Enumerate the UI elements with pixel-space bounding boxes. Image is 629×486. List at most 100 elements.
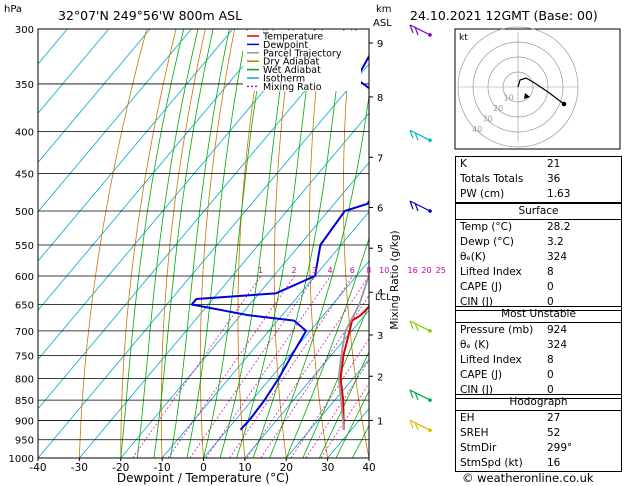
isotherm-line [244,309,369,458]
x-tick-label: -20 [112,462,129,474]
hodograph-ring-label: 40 [472,125,482,134]
isotherm-line [38,63,369,458]
pressure-tick-label: 700 [15,327,34,338]
x-tick-label: -40 [29,462,46,474]
wet-adiabat-line [302,303,369,458]
lcl-label: LCL [375,293,391,303]
isotherm-line [203,260,369,458]
wind-barb-dot [428,209,432,213]
isotherm-line [38,29,151,164]
wind-barb-feather [414,422,419,431]
mixing-ratio-line [246,275,369,458]
wind-barb-icon [409,419,431,431]
wind-barb-feather [409,320,414,330]
dry-adiabat-line [408,29,452,458]
dry-adiabat-line [308,29,328,458]
isotherm-line [38,29,192,213]
hodograph-table: Hodograph EH 27 SREH 52 StmDir 299° StmSpd … [455,394,622,472]
wind-barb-icon [409,129,431,141]
mixing-ratio-line [290,338,369,458]
index-row-pw: PW (cm) 1.63 [460,188,571,200]
wet-adiabat-line [319,350,369,458]
mixing-ratio-tick-label: 8 [366,266,371,275]
pressure-tick-label: 400 [15,128,34,139]
wind-barb-feather [414,132,419,141]
temperature-line [339,305,369,430]
pressure-tick-label: 900 [15,416,34,427]
pressure-tick-label: 300 [15,25,34,36]
index-row-totals: Totals Totals 36 [460,173,561,185]
mixing-ratio-tick-label: 20 [421,266,431,275]
wind-barb-dot [428,33,432,37]
x-tick-label: 10 [238,462,251,474]
legend-item: Isotherm [263,74,305,85]
wind-barb-icon [409,200,431,212]
location-title: 32°07'N 249°56'W 800m ASL [58,8,242,23]
mixing-ratio-line [320,382,369,458]
legend-item: Mixing Ratio [263,82,322,93]
pressure-tick-label: 550 [15,241,34,252]
mixing-ratio-tick-label: 6 [350,266,355,275]
pressure-tick-label: 1000 [9,454,34,465]
wind-barb-feather [409,200,414,210]
mixing-ratio-line [189,275,316,458]
isotherm-line [38,29,275,311]
hodograph-ring-label: 20 [493,104,503,113]
dry-adiabat-line [273,29,294,458]
hodograph-point [561,101,567,107]
wind-barb-icon [409,320,431,332]
wind-barb-feather [409,130,414,139]
isotherm-line [38,29,110,114]
wind-barb-feather [414,26,419,36]
wet-adiabat-line [153,29,214,458]
wet-adiabat-line [136,29,199,458]
isotherm-line [120,161,369,458]
hpa-label: hPa [4,4,22,15]
wind-barb-icon [409,24,431,36]
dry-adiabat-line [120,29,177,458]
legend-item: Parcel Trajectory [263,48,342,59]
legend-item: Dewpoint [263,40,308,51]
storm-motion-marker [524,93,530,99]
isotherm-line [285,358,369,458]
wind-barb-feather [414,202,419,212]
wind-barb-feather [409,389,414,399]
x-tick-label: 30 [321,462,334,474]
pressure-tick-label: 500 [15,207,34,218]
hodograph-ring-label: 10 [504,94,514,103]
km-tick-label: 7 [377,153,383,164]
legend-item: Wet Adiabat [263,65,321,76]
km-tick-label: 6 [377,203,383,214]
km-tick-label: 1 [377,416,383,427]
pressure-tick-label: 350 [15,80,34,91]
legend-item: Temperature [262,32,323,43]
dewpoint-line [190,54,369,431]
km-tick-label: 5 [377,244,383,255]
mixing-ratio-tick-label: 2 [292,266,297,275]
mixing-ratio-tick-label: 10 [379,266,389,275]
mixing-ratio-tick-label: 3 [312,266,317,275]
plot-frame [37,28,370,459]
km-tick-label: 2 [377,372,383,383]
dry-adiabat-line [79,29,148,458]
hodograph-trace [517,77,565,105]
km-tick-label: 9 [377,39,383,50]
x-tick-label: -30 [71,462,88,474]
surface-table: Surface Temp (°C) 28.2 Dewp (°C) 3.2 θₑ(K)… [455,203,622,311]
mixing-ratio-axis-label: Mixing Ratio (g/kg) [389,230,401,329]
mixing-ratio-tick-label: 4 [327,266,332,275]
pressure-tick-label: 750 [15,351,34,362]
isotherm-line [161,211,369,458]
hodograph-kt-label: kt [459,33,468,43]
km-label: km [376,4,392,15]
legend-item: Dry Adiabat [263,57,320,68]
wind-barb-feather [414,391,419,401]
dry-adiabat-line [237,29,265,458]
x-tick-label: -10 [154,462,171,474]
km-tick-label: 8 [377,93,383,104]
isotherm-line [79,112,369,458]
x-axis-label: Dewpoint / Temperature (°C) [117,471,289,485]
pressure-tick-label: 450 [15,169,34,180]
